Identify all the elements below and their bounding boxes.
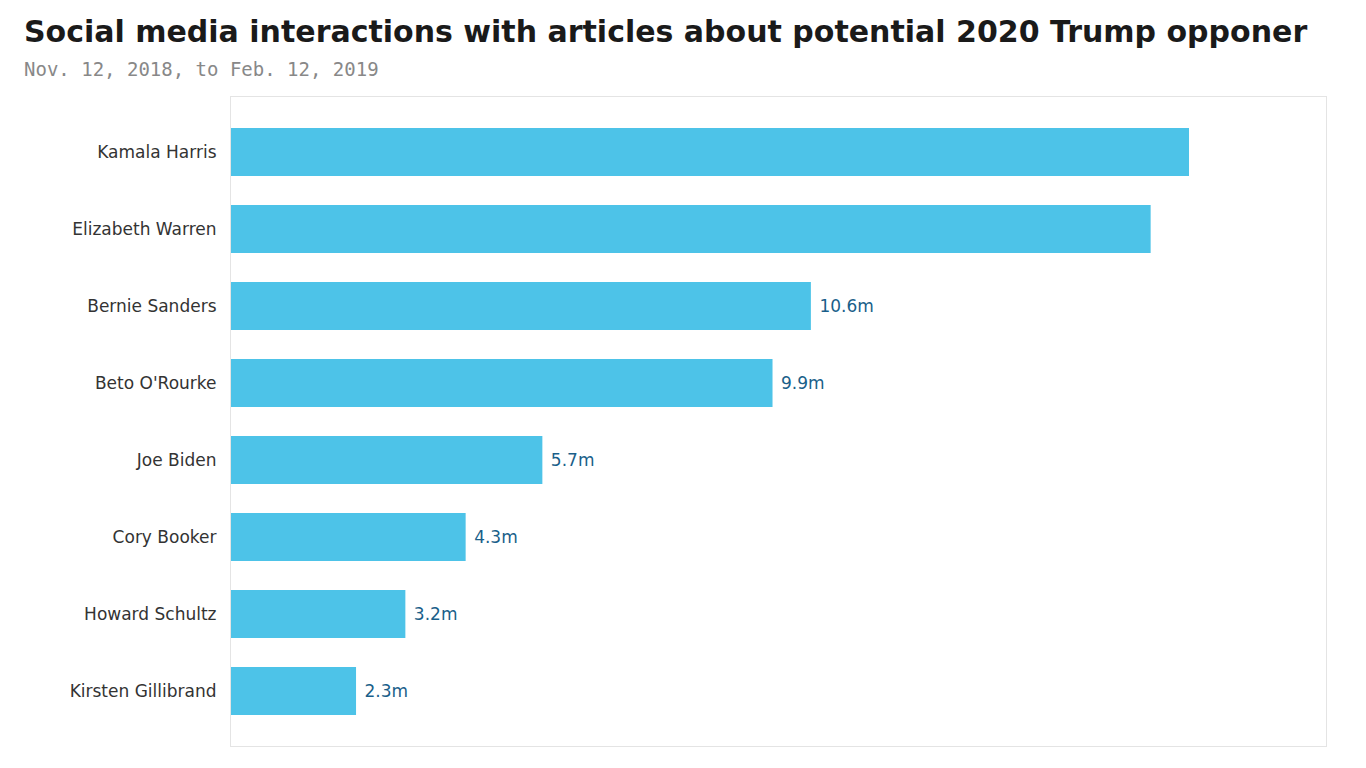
svg-text:9.9m: 9.9m (781, 373, 825, 393)
svg-text:Bernie Sanders: Bernie Sanders (87, 296, 216, 316)
svg-text:Cory Booker: Cory Booker (113, 527, 217, 547)
html-text:Nov. 12, 2018, to Feb. 12, 201: Nov. 12, 2018, to Feb. 12, 2019 (24, 58, 379, 80)
svg-text:2.3m: 2.3m (365, 681, 409, 701)
svg-text:3.2m: 3.2m (414, 604, 458, 624)
svg-text:5.7m: 5.7m (551, 450, 595, 470)
svg-text:Joe Biden: Joe Biden (136, 450, 217, 470)
svg-text:Beto O'Rourke: Beto O'Rourke (95, 373, 217, 393)
svg-text:Kamala Harris: Kamala Harris (97, 142, 216, 162)
html-text:Social media interactions with: Social media interactions with articles … (24, 14, 1308, 49)
svg-text:Kirsten Gillibrand: Kirsten Gillibrand (70, 681, 217, 701)
svg-text:Elizabeth Warren: Elizabeth Warren (72, 219, 216, 239)
svg-text:10.6m: 10.6m (819, 296, 873, 316)
svg-text:Howard Schultz: Howard Schultz (84, 604, 216, 624)
svg-text:4.3m: 4.3m (474, 527, 518, 547)
